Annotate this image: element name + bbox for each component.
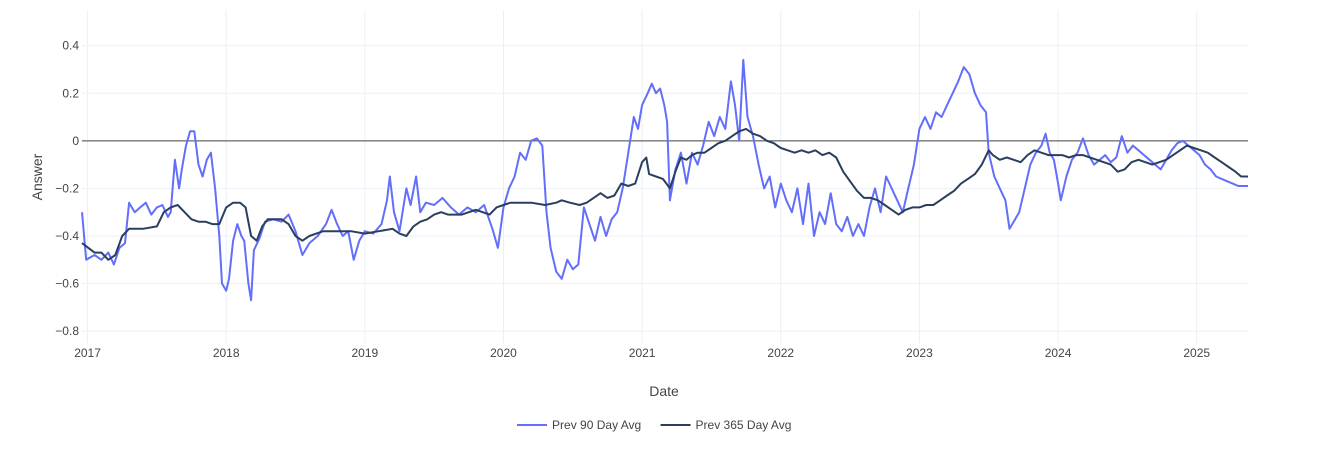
legend-item-1[interactable]: Prev 365 Day Avg <box>660 418 792 432</box>
y-tick-labels: 0.4 0.2 0 −0.2 −0.4 −0.6 −0.8 <box>55 39 79 338</box>
x-tick-labels: 2017 2018 2019 2020 2021 2022 2023 2024 2025 <box>74 346 1210 360</box>
legend: Prev 90 Day Avg Prev 365 Day Avg <box>517 418 791 432</box>
x-tick-label: 2019 <box>351 346 378 360</box>
x-tick-label: 2020 <box>490 346 517 360</box>
y-tick-label: 0 <box>72 134 79 148</box>
x-tick-label: 2018 <box>213 346 240 360</box>
y-axis-title: Answer <box>29 153 45 200</box>
y-tick-label: −0.6 <box>55 277 79 291</box>
x-tick-label: 2021 <box>629 346 656 360</box>
legend-item-0[interactable]: Prev 90 Day Avg <box>517 418 641 432</box>
y-tick-label: 0.4 <box>62 39 79 53</box>
y-tick-label: −0.4 <box>55 229 79 243</box>
series-line-1 <box>81 127 1248 261</box>
y-tick-label: −0.8 <box>55 324 79 338</box>
x-tick-label: 2023 <box>906 346 933 360</box>
x-tick-label: 2024 <box>1045 346 1072 360</box>
x-tick-label: 2017 <box>74 346 101 360</box>
y-tick-label: 0.2 <box>62 86 79 100</box>
y-tick-label: −0.2 <box>55 181 79 195</box>
legend-label: Prev 365 Day Avg <box>696 418 792 432</box>
series-layer <box>81 58 1248 302</box>
series-line-0 <box>81 58 1248 302</box>
legend-label: Prev 90 Day Avg <box>552 418 641 432</box>
x-tick-label: 2025 <box>1183 346 1210 360</box>
x-tick-label: 2022 <box>767 346 794 360</box>
x-axis-title: Date <box>649 383 679 399</box>
